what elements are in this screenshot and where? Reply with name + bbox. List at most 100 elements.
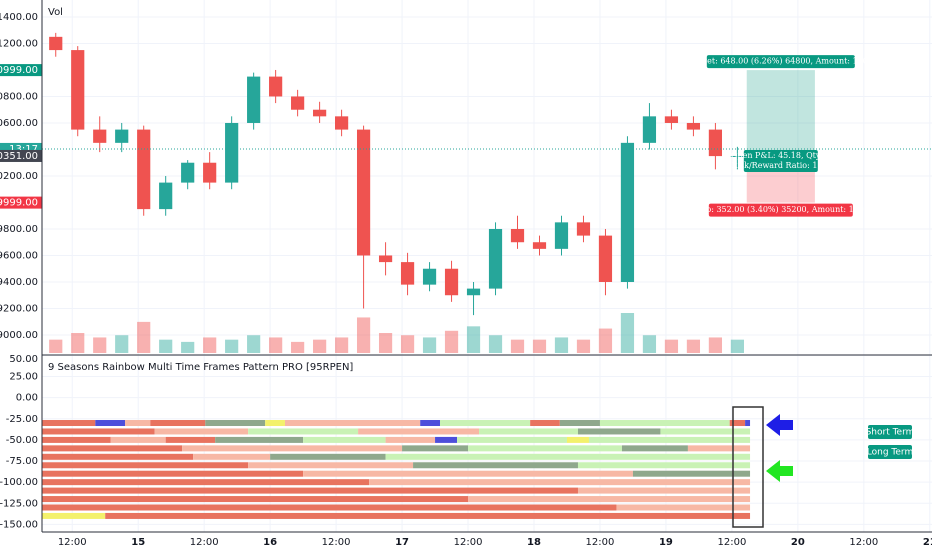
volume-bar <box>620 313 635 353</box>
rainbow-segment <box>42 470 304 477</box>
pnl-box <box>743 149 818 172</box>
rainbow-segment <box>105 512 751 519</box>
price-label-box <box>0 64 42 77</box>
volume-bar <box>356 317 371 353</box>
volume-bar <box>664 339 679 353</box>
x-tick-label: 12:00 <box>190 537 219 548</box>
rainbow-segment <box>729 420 746 427</box>
x-tick-label: 12:00 <box>322 537 351 548</box>
legend-label: Long Term <box>867 448 913 458</box>
rainbow-segment <box>42 453 194 460</box>
volume-bar <box>137 321 151 353</box>
candle-body <box>313 109 327 117</box>
candle-body <box>335 116 349 130</box>
rainbow-segment <box>621 445 688 452</box>
candle-body <box>620 142 635 282</box>
rainbow-segment <box>468 496 751 503</box>
y-tick-label: -25.00 <box>6 414 38 425</box>
x-tick-label: 12:00 <box>454 537 483 548</box>
y-tick-label: -50.00 <box>6 435 38 446</box>
rainbow-segment <box>468 445 622 452</box>
rainbow-segment <box>402 445 469 452</box>
rainbow-segment <box>42 445 183 452</box>
candle-body <box>137 129 151 210</box>
y-tick-label: 9000.00 <box>0 330 38 341</box>
candle-body <box>181 162 195 183</box>
rainbow-segment <box>559 420 600 427</box>
price-label-box <box>0 149 42 162</box>
rainbow-segment <box>205 420 266 427</box>
candle-body <box>49 36 63 51</box>
volume-bar <box>642 335 657 353</box>
volume-bar <box>335 337 349 353</box>
rainbow-segment <box>42 512 106 519</box>
rainbow-segment <box>745 420 751 427</box>
rainbow-segment <box>420 420 440 427</box>
indicator-title: 9 Seasons Rainbow Multi Time Frames Patt… <box>48 362 353 373</box>
price-label-box <box>0 196 42 209</box>
x-tick-label: 12:00 <box>586 537 615 548</box>
y-tick-label: 0.00 <box>16 393 38 404</box>
candle-body <box>466 288 481 296</box>
candle-body <box>576 222 591 236</box>
rainbow-segment <box>413 462 578 469</box>
rainbow-segment <box>616 504 751 511</box>
x-tick-label: 19 <box>659 537 673 548</box>
y-tick-label: 10200.00 <box>0 171 38 182</box>
rainbow-segment <box>479 428 578 435</box>
candle-body <box>642 116 657 143</box>
rr-label: Risk/Reward Ratio: 1.84 <box>731 161 830 170</box>
candle-body <box>159 182 173 210</box>
rainbow-segment <box>435 436 458 443</box>
rainbow-segment <box>385 436 436 443</box>
y-tick-label: 9200.00 <box>0 303 38 314</box>
volume-bar <box>400 335 415 353</box>
x-tick-label: 16 <box>263 537 277 548</box>
candle-body <box>115 129 129 143</box>
rainbow-segment <box>660 428 751 435</box>
candle-body <box>422 268 437 285</box>
rainbow-segment <box>248 462 414 469</box>
stop-label-box <box>708 203 853 217</box>
countdown: 13:17 <box>9 144 38 155</box>
volume-bar <box>708 337 723 353</box>
arrow-green <box>766 460 793 482</box>
rainbow-segment <box>632 470 751 477</box>
candle-body <box>400 262 415 285</box>
y-tick-label: 9800.00 <box>0 224 38 235</box>
volume-bar <box>49 339 63 353</box>
rainbow-segment <box>125 420 151 427</box>
legend-box <box>868 425 912 439</box>
rainbow-segment <box>182 445 403 452</box>
candle-body <box>730 155 744 157</box>
y-tick-label: 10800.00 <box>0 91 38 102</box>
price-label: 10351.00 <box>0 151 38 162</box>
pnl-label: Open P&L: 45.18, Qty: 0 <box>731 151 831 160</box>
volume-bar <box>225 339 239 353</box>
y-tick-label: 9600.00 <box>0 250 38 261</box>
y-tick-label: 9400.00 <box>0 277 38 288</box>
volume-bar <box>422 337 437 353</box>
volume-label: Vol <box>48 7 63 18</box>
volume-bar <box>730 339 744 353</box>
volume-bar <box>159 339 173 353</box>
candle-body <box>93 129 107 143</box>
x-tick-label: 12:00 <box>58 537 87 548</box>
rainbow-segment <box>110 436 166 443</box>
target-label: Target: 648.00 (6.26%) 64800, Amount: 10… <box>689 57 873 66</box>
rainbow-segment <box>577 462 751 469</box>
y-tick-label: 11400.00 <box>0 12 38 23</box>
candle-body <box>686 122 701 130</box>
x-tick-label: 21 <box>923 537 932 548</box>
rainbow-segment <box>42 487 578 494</box>
x-tick-label: 15 <box>131 537 145 548</box>
rainbow-segment <box>369 479 751 486</box>
volume-bar <box>576 339 591 353</box>
highlight-box <box>732 406 764 528</box>
volume-bar <box>378 333 393 353</box>
y-tick-label: -125.00 <box>0 498 38 509</box>
rainbow-segment <box>566 436 589 443</box>
rainbow-segment <box>42 428 155 435</box>
